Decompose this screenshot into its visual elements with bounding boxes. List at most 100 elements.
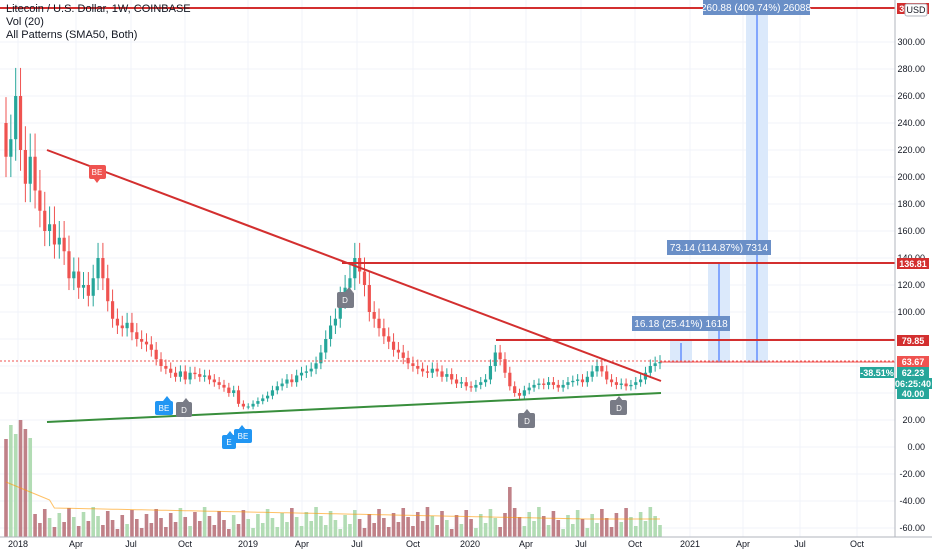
candle-body	[261, 398, 265, 402]
price-tag-79: 79.85	[897, 335, 929, 346]
candle-body	[236, 390, 241, 404]
volume-bar	[72, 517, 76, 537]
volume-bar	[362, 528, 367, 537]
pattern-pin-be-blue-2[interactable]: BE	[234, 425, 252, 443]
volume-bar	[508, 487, 512, 537]
svg-text:BE: BE	[92, 168, 103, 177]
candle-body	[144, 341, 149, 345]
volume-bar	[18, 420, 23, 537]
pattern-pin-be-blue-1[interactable]: BE	[155, 396, 173, 415]
currency-button[interactable]: USD	[904, 3, 928, 17]
volume-bar	[101, 525, 105, 537]
descending-trendline	[46, 149, 662, 382]
pattern-pin-d-3[interactable]: D	[518, 409, 535, 428]
candle-body	[227, 387, 231, 393]
candle-body	[609, 379, 614, 383]
volume-bar	[139, 528, 144, 537]
svg-text:D: D	[524, 417, 530, 426]
candle-body	[556, 384, 560, 388]
volume-bar	[396, 522, 401, 537]
volume-bar	[178, 508, 183, 537]
pattern-pin-e[interactable]: E	[222, 431, 236, 449]
candle-body	[430, 368, 434, 373]
volume-bar	[503, 513, 507, 537]
date-axis-label: Jul	[125, 539, 137, 549]
volume-bar	[323, 525, 328, 537]
volume-bar	[52, 527, 57, 537]
candle-body	[241, 403, 245, 407]
ascending-support-line	[46, 392, 662, 423]
measure-label-3[interactable]: 16.18 (25.41%) 1618	[632, 316, 730, 331]
price-axis-label: -60.00	[899, 523, 925, 533]
price-axis-label: 100.00	[897, 307, 925, 317]
candle-body	[513, 386, 517, 393]
volume-bar	[478, 514, 483, 537]
candle-body	[232, 390, 236, 393]
candle-body	[18, 96, 23, 150]
pattern-pin-d-1[interactable]: D	[337, 287, 354, 308]
price-axis-label: 0.00	[907, 442, 925, 452]
volume-bar	[377, 509, 381, 537]
volume-bar	[86, 521, 91, 537]
candle-body	[38, 190, 42, 211]
candle-body	[159, 359, 163, 366]
price-tag-percent: -38.51%	[860, 367, 894, 378]
volume-bar	[188, 526, 192, 537]
volume-bar	[571, 524, 575, 537]
volume-bar	[260, 523, 265, 537]
price-axis-label: -40.00	[899, 496, 925, 506]
volume-bar	[115, 529, 120, 537]
pattern-pin-be-red[interactable]: BE	[89, 165, 106, 183]
volume-bar	[638, 512, 643, 537]
volume-bar	[227, 529, 231, 537]
legend-symbol[interactable]: Litecoin / U.S. Dollar, 1W, COINBASE	[6, 3, 191, 15]
date-axis-label: 2019	[238, 539, 258, 549]
candle-body	[333, 318, 338, 326]
price-axis-bg	[895, 0, 932, 550]
volume-bar	[546, 525, 551, 537]
measure-label-1[interactable]: 260.88 (409.74%) 26088	[701, 0, 812, 15]
candle-body	[57, 237, 61, 245]
svg-text:260.88 (409.74%) 26088: 260.88 (409.74%) 26088	[701, 3, 812, 14]
volume-bar	[256, 514, 260, 537]
volume-bar	[517, 517, 522, 537]
volume-bar	[386, 527, 391, 537]
legend-volume[interactable]: Vol (20)	[6, 16, 44, 28]
candle-body	[67, 251, 71, 279]
volume-bar	[561, 529, 565, 537]
volume-bar	[183, 517, 188, 537]
candle-body	[62, 237, 66, 252]
candle-body	[653, 363, 657, 366]
volume-bar	[430, 516, 435, 537]
candle-body	[551, 382, 556, 385]
volume-bar	[144, 514, 149, 537]
legend-patterns[interactable]: All Patterns (SMA50, Both)	[6, 29, 138, 41]
candle-body	[576, 379, 580, 381]
candle-body	[28, 156, 32, 184]
volume-bar	[464, 510, 469, 537]
volume-bar	[67, 508, 71, 537]
pattern-pin-d-2[interactable]: D	[176, 398, 192, 417]
candle-body	[445, 374, 449, 377]
candle-body	[314, 363, 318, 369]
candle-body	[479, 382, 483, 385]
candle-body	[81, 285, 86, 288]
chart-grid	[0, 0, 895, 537]
candle-body	[372, 312, 376, 319]
volume-bar	[57, 513, 62, 537]
measure-label-2[interactable]: 73.14 (114.87%) 7314	[667, 240, 771, 255]
candle-body	[33, 156, 37, 191]
candle-body	[135, 332, 139, 339]
volume-bar	[168, 513, 173, 537]
pattern-pin-d-4[interactable]: D	[610, 396, 627, 415]
svg-text:D: D	[342, 296, 348, 305]
volume-bar	[382, 518, 386, 537]
volume-bar	[585, 528, 590, 537]
candle-body	[358, 258, 362, 272]
candle-body	[546, 382, 551, 385]
candle-body	[474, 384, 478, 388]
volume-bar	[338, 529, 343, 537]
candle-body	[295, 375, 299, 383]
volume-bar	[459, 524, 464, 537]
